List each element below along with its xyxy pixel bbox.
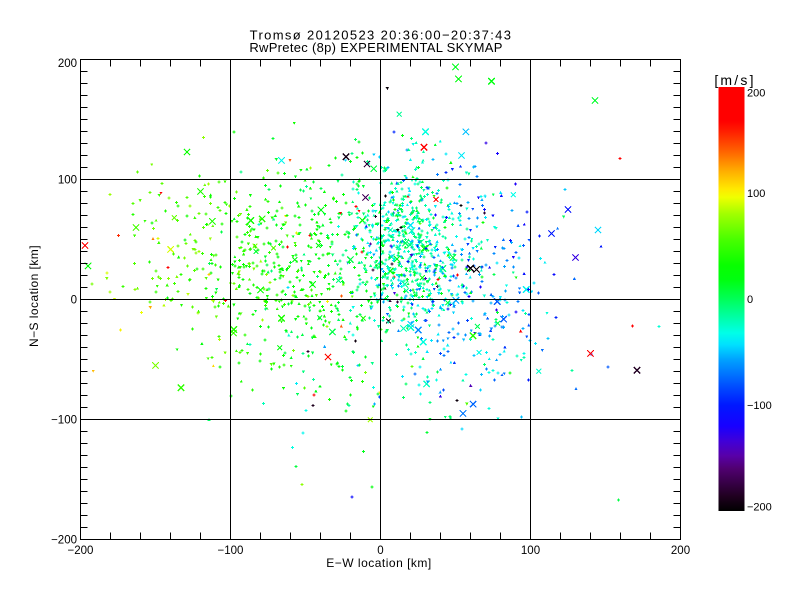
svg-text:E−W location [km]: E−W location [km] (326, 556, 432, 570)
svg-text:100: 100 (521, 545, 540, 557)
svg-text:−100: −100 (218, 545, 244, 557)
svg-text:100: 100 (58, 175, 77, 187)
svg-text:200: 200 (671, 545, 690, 557)
svg-text:0: 0 (377, 545, 383, 557)
svg-text:−200: −200 (51, 535, 77, 547)
svg-text:N−S location [km]: N−S location [km] (27, 245, 41, 347)
svg-text:0: 0 (747, 294, 753, 306)
svg-text:−200: −200 (747, 501, 772, 513)
svg-text:[m/s]: [m/s] (714, 72, 755, 88)
svg-text:−100: −100 (747, 400, 772, 412)
svg-text:RwPretec (8p) EXPERIMENTAL SKY: RwPretec (8p) EXPERIMENTAL SKYMAP (249, 40, 502, 55)
svg-text:−200: −200 (68, 545, 94, 557)
svg-text:Tromsø 20120523 20:36:00−20:37: Tromsø 20120523 20:36:00−20:37:43 (250, 28, 513, 43)
svg-text:0: 0 (71, 295, 77, 307)
svg-text:−100: −100 (51, 415, 77, 427)
svg-text:200: 200 (747, 87, 765, 99)
svg-text:200: 200 (58, 58, 77, 70)
svg-text:100: 100 (747, 188, 765, 200)
